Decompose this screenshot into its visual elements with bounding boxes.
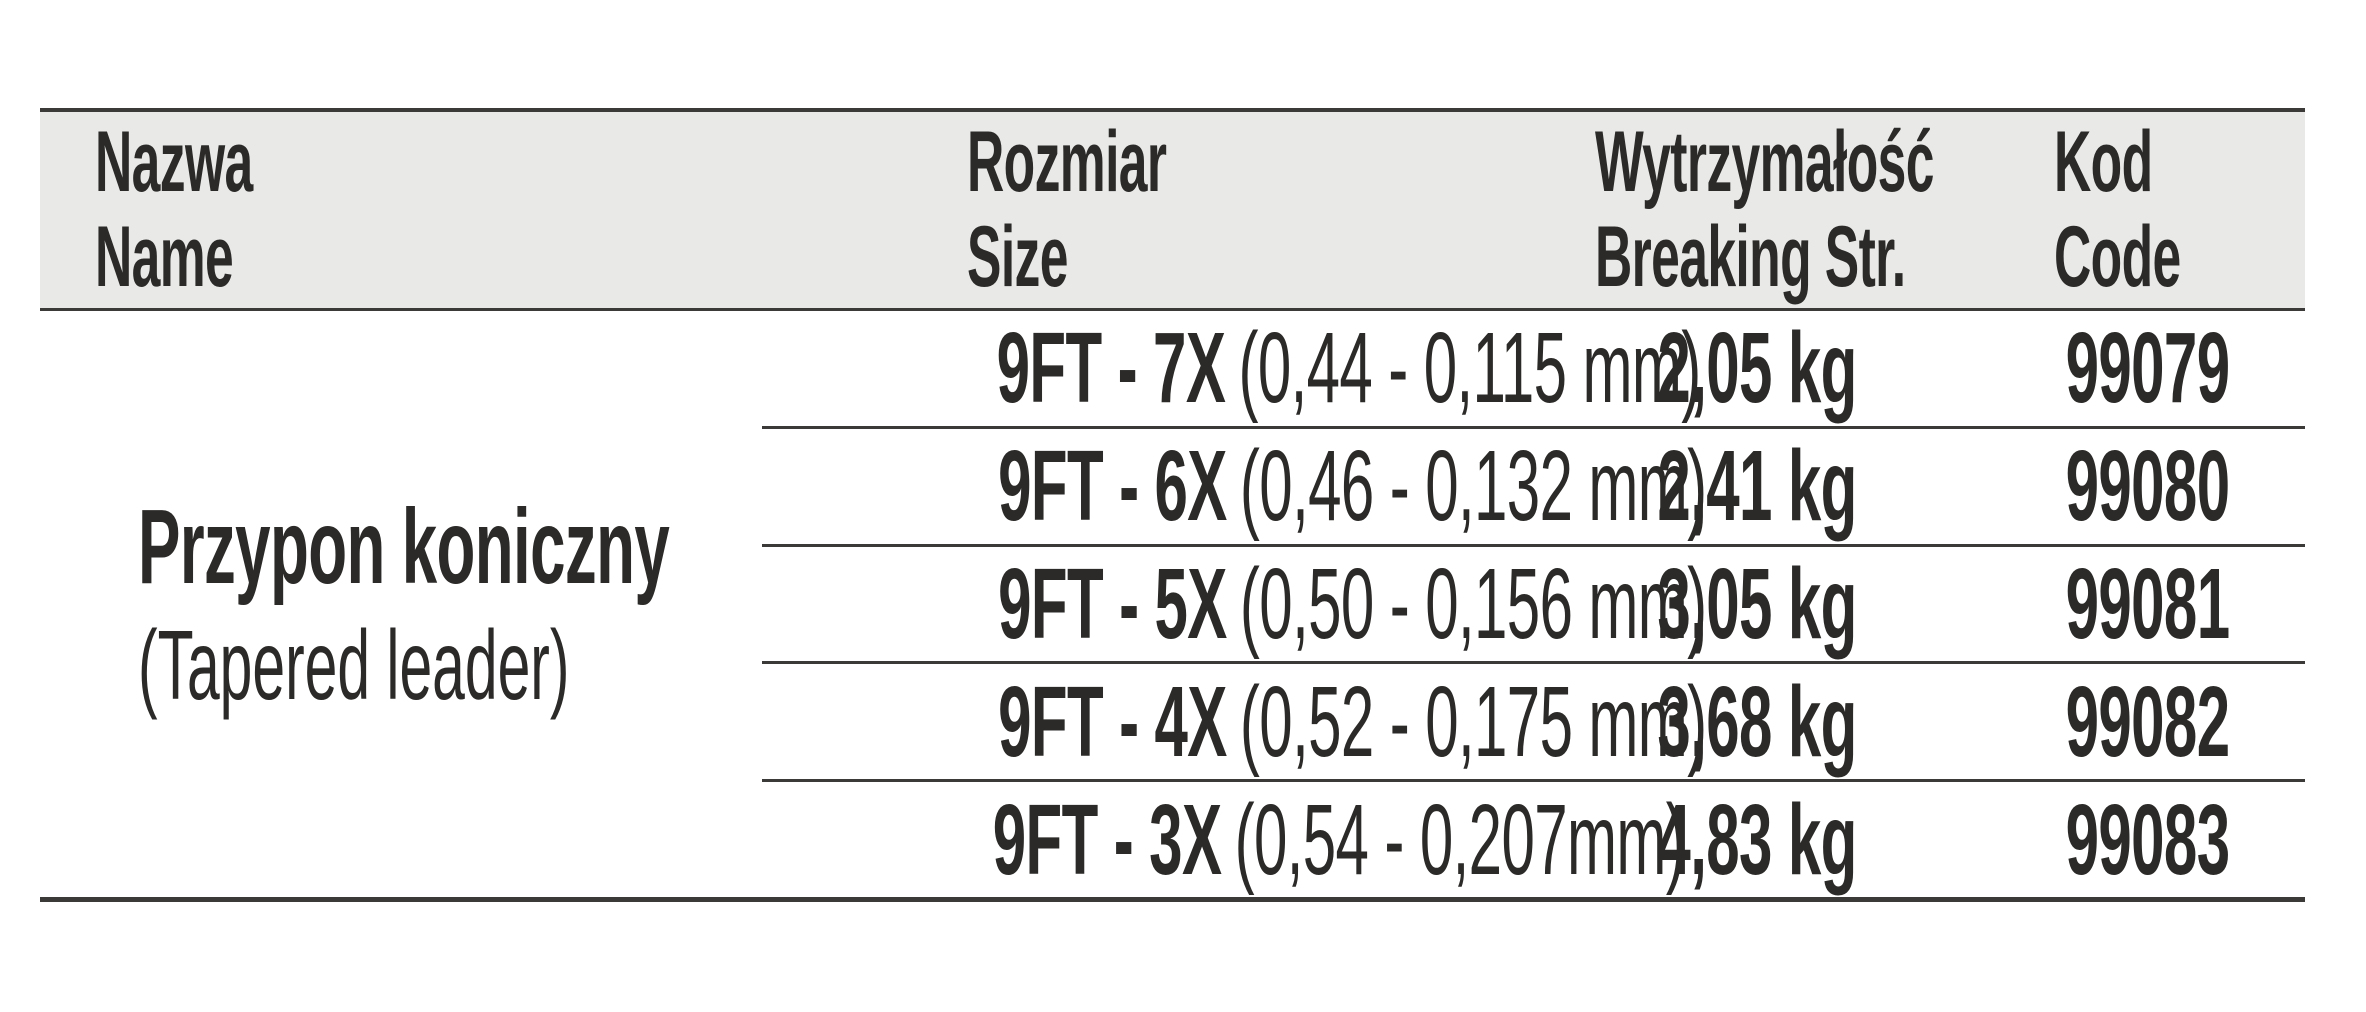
table-row: 9FT - 7X (0,44 - 0,115 mm) 2,05 kg 99079 — [762, 311, 2305, 426]
size-value: 9FT - 7X — [996, 312, 1226, 425]
size-dimensions: (0,50 - 0,156 mm) — [1239, 547, 1707, 660]
size-cell: 9FT - 3X (0,54 - 0,207mm) — [762, 790, 1686, 890]
size-cell: 9FT - 6X (0,46 - 0,132 mm) — [762, 436, 1707, 536]
product-spec-table: Nazwa Name Rozmiar Size Wytrzymałość Bre… — [40, 108, 2305, 902]
breaking-strength-cell: 3,68 kg — [1565, 672, 1990, 772]
product-name-en: (Tapered leader) — [138, 610, 570, 720]
table-row: 9FT - 4X (0,52 - 0,175 mm) 3,68 kg 99082 — [762, 661, 2305, 779]
product-name-cell: Przypon koniczny (Tapered leader) — [40, 311, 762, 897]
size-cell: 9FT - 7X (0,44 - 0,115 mm) — [762, 318, 1702, 418]
code-value: 99080 — [2065, 430, 2230, 543]
column-header-breaking-strength-text: Wytrzymałość Breaking Str. — [1595, 115, 1934, 305]
breaking-strength-cell: 2,05 kg — [1565, 318, 1990, 418]
column-header-code-text: Kod Code — [2054, 115, 2181, 305]
breaking-strength-cell: 2,41 kg — [1565, 436, 1990, 536]
size-dimensions: (0,54 - 0,207mm) — [1234, 783, 1686, 896]
column-header-code-pl: Kod — [2054, 114, 2153, 210]
column-header-breaking-strength-pl: Wytrzymałość — [1595, 114, 1934, 210]
size-value: 9FT - 5X — [998, 547, 1227, 660]
column-header-name-text: Nazwa Name — [95, 115, 253, 305]
code-cell: 99082 — [1990, 672, 2305, 772]
table-body: Przypon koniczny (Tapered leader) 9FT - … — [40, 311, 2305, 897]
size-value: 9FT - 3X — [992, 783, 1222, 896]
spec-rows: 9FT - 7X (0,44 - 0,115 mm) 2,05 kg 99079 … — [762, 311, 2305, 897]
code-cell: 99081 — [1990, 554, 2305, 654]
column-header-size-en: Size — [967, 209, 1068, 305]
table-row: 9FT - 6X (0,46 - 0,132 mm) 2,41 kg 99080 — [762, 425, 2305, 544]
size-dimensions: (0,46 - 0,132 mm) — [1239, 430, 1707, 543]
breaking-strength-cell: 3,05 kg — [1565, 554, 1990, 654]
table-row: 9FT - 3X (0,54 - 0,207mm) 4,83 kg 99083 — [762, 779, 2305, 897]
breaking-strength-value: 3,05 kg — [1657, 547, 1858, 660]
breaking-strength-value: 3,68 kg — [1657, 665, 1858, 778]
code-value: 99079 — [2065, 312, 2230, 425]
column-header-breaking-strength: Wytrzymałość Breaking Str. — [1565, 112, 1990, 308]
code-value: 99081 — [2065, 547, 2230, 660]
column-header-code-en: Code — [2054, 209, 2181, 305]
breaking-strength-cell: 4,83 kg — [1565, 790, 1990, 890]
table-row: 9FT - 5X (0,50 - 0,156 mm) 3,05 kg 99081 — [762, 543, 2305, 662]
code-value: 99083 — [2065, 783, 2230, 896]
column-header-size-text: Rozmiar Size — [967, 114, 1167, 305]
size-cell: 9FT - 4X (0,52 - 0,175 mm) — [762, 672, 1707, 772]
code-cell: 99080 — [1990, 436, 2305, 536]
breaking-strength-value: 2,41 kg — [1657, 430, 1858, 543]
column-header-name: Nazwa Name — [40, 112, 762, 308]
breaking-strength-value: 4,83 kg — [1657, 783, 1858, 896]
size-cell: 9FT - 5X (0,50 - 0,156 mm) — [762, 554, 1707, 654]
size-dimensions: (0,52 - 0,175 mm) — [1239, 665, 1707, 778]
table-header-row: Nazwa Name Rozmiar Size Wytrzymałość Bre… — [40, 112, 2305, 311]
code-cell: 99083 — [1990, 790, 2305, 890]
column-header-size-pl: Rozmiar — [967, 114, 1167, 210]
product-name-pl: Przypon koniczny — [138, 488, 670, 606]
size-dimensions: (0,44 - 0,115 mm) — [1238, 312, 1701, 425]
column-header-code: Kod Code — [1990, 112, 2305, 308]
code-value: 99082 — [2065, 665, 2230, 778]
size-value: 9FT - 4X — [998, 665, 1227, 778]
column-header-size: Rozmiar Size — [762, 112, 1565, 308]
column-header-breaking-strength-en: Breaking Str. — [1595, 209, 1906, 305]
code-cell: 99079 — [1990, 318, 2305, 418]
column-header-name-pl: Nazwa — [95, 114, 253, 210]
breaking-strength-value: 2,05 kg — [1657, 312, 1858, 425]
size-value: 9FT - 6X — [998, 430, 1227, 543]
column-header-name-en: Name — [95, 209, 234, 305]
